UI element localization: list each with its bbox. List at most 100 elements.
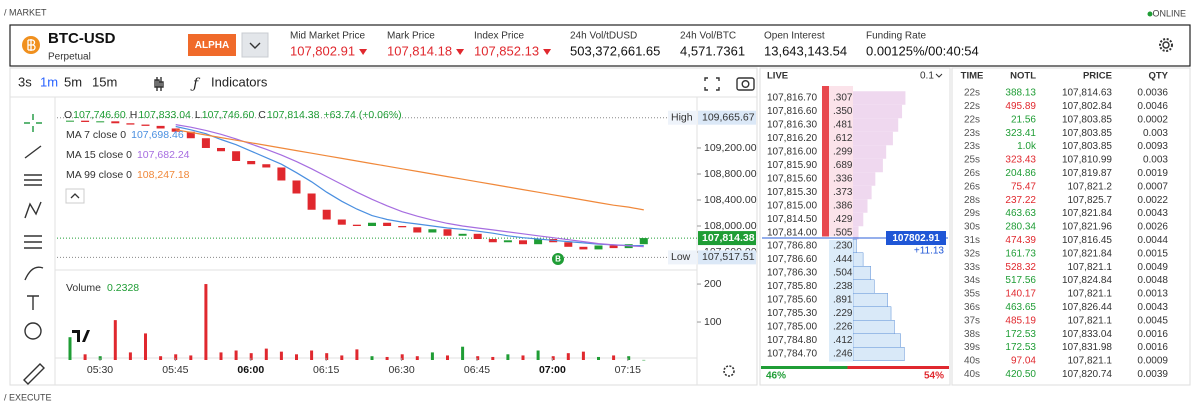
last-price-box (698, 231, 756, 246)
trade-cell: 107,821.84 (1062, 248, 1112, 259)
candle (96, 121, 105, 123)
trade-cell: 38s (964, 329, 980, 340)
candle (81, 120, 90, 122)
trade-cell: 323.41 (1005, 128, 1036, 139)
ruler-tool[interactable] (23, 363, 45, 385)
bid-price: 107,784.70 (767, 349, 817, 360)
trade-cell: 23s (964, 141, 980, 152)
footer-section: / EXECUTE (4, 392, 52, 402)
ask-price: 107,815.90 (767, 160, 817, 171)
trade-cell: 107,803.85 (1062, 114, 1112, 125)
stat-value: 107,814.18 (387, 43, 452, 58)
candle (503, 240, 512, 243)
indicators-button[interactable]: Indicators (211, 74, 268, 89)
volume-tick-label: 100 (704, 316, 722, 328)
candle (352, 224, 361, 226)
trade-cell: 22s (964, 101, 980, 112)
ohlc-value: 107,746.60 (73, 109, 126, 121)
trade-cell: 528.32 (1005, 262, 1036, 273)
contract: Perpetual (48, 52, 91, 63)
candle (473, 233, 482, 240)
volume-bar (506, 354, 510, 360)
coin-glyph (27, 39, 36, 51)
ask-size: .689 (833, 160, 853, 171)
ask-size-bg (829, 86, 853, 237)
orderbook-title: LIVE (767, 71, 788, 82)
bid-price: 107,784.80 (767, 335, 817, 346)
camera-lens (741, 79, 750, 88)
trade-cell: 39s (964, 342, 980, 353)
pattern-tool[interactable] (24, 201, 42, 219)
candle (307, 193, 316, 210)
trade-cell: 97.04 (1011, 356, 1036, 367)
stat-label: Mid Market Price (290, 31, 365, 42)
interval[interactable]: 1m (40, 74, 58, 89)
fib-tool[interactable] (24, 174, 42, 186)
brush-tool[interactable] (24, 266, 44, 281)
fx-icon[interactable]: ƒ (190, 76, 201, 92)
bid-price: 107,785.80 (767, 281, 817, 292)
prediction-tool[interactable] (24, 235, 42, 249)
interval[interactable]: 15m (92, 74, 117, 89)
chart-settings[interactable] (723, 365, 735, 377)
symbol-dropdown[interactable] (241, 32, 269, 58)
orderbook-step[interactable]: 0.1 (920, 71, 934, 82)
trade-cell: 21.56 (1011, 114, 1036, 125)
stat-value: 4,571.7361 (680, 43, 745, 58)
volume-bar (279, 351, 283, 360)
ohlc-key: H (130, 109, 138, 121)
interval[interactable]: 3s (18, 74, 32, 89)
chart-type-icon[interactable] (154, 77, 164, 91)
candle (443, 229, 452, 236)
trade-cell: 0.0015 (1137, 248, 1168, 259)
stat-label: Funding Rate (866, 31, 926, 42)
candle (488, 239, 497, 243)
trade-cell: 463.63 (1005, 208, 1036, 219)
stat-value: 107,802.91 (290, 43, 355, 58)
volume-bar (446, 355, 449, 360)
trade-cell: 0.0002 (1137, 114, 1168, 125)
stat-label: Open Interest (764, 31, 825, 42)
settings-icon[interactable] (1162, 41, 1170, 49)
trade-cell: 0.0007 (1137, 181, 1168, 192)
stat-label: Index Price (474, 31, 524, 42)
volume-bar (83, 354, 87, 360)
bid-size: .238 (833, 281, 853, 292)
trade-cell: 0.0043 (1137, 302, 1168, 313)
trend-arrow (359, 49, 368, 55)
crosshair-tool[interactable] (24, 114, 42, 132)
symbol: BTC-USD (48, 30, 116, 47)
volume-bar (340, 355, 344, 360)
trade-cell: 0.003 (1143, 155, 1168, 166)
bid-depth (852, 279, 875, 294)
volume-bar (144, 333, 147, 360)
volume-bar (68, 337, 72, 360)
drawing-tools (23, 114, 45, 385)
trade-cell: 0.0044 (1137, 235, 1168, 246)
interval[interactable]: 5m (64, 74, 82, 89)
trade-cell: 107,810.99 (1062, 155, 1112, 166)
trade-cell: 107,825.7 (1068, 195, 1113, 206)
ask-price: 107,816.20 (767, 133, 817, 144)
ask-depth (853, 199, 868, 213)
time-tick-label: 05:45 (162, 364, 188, 376)
time-tick-label: 05:30 (87, 364, 113, 376)
trade-cell: 172.53 (1005, 342, 1036, 353)
volume-bar (128, 352, 132, 360)
camera-icon[interactable] (736, 77, 755, 91)
candle (232, 151, 241, 161)
collapse-legend[interactable] (65, 188, 85, 204)
volume-bar (536, 350, 540, 360)
trade-cell: 0.0046 (1137, 101, 1168, 112)
trade-cell: 485.19 (1005, 315, 1036, 326)
ohlc-key: O (64, 109, 72, 121)
bid-depth (852, 320, 895, 334)
bid-share-bar (761, 366, 848, 369)
trade-cell: 495.89 (1005, 101, 1036, 112)
ask-depth (853, 226, 859, 240)
emoji-tool[interactable] (24, 322, 42, 340)
settings-gear (1159, 38, 1173, 52)
fullscreen-icon[interactable] (704, 77, 720, 91)
trendline-tool[interactable] (24, 145, 42, 159)
text-tool[interactable] (27, 295, 39, 310)
